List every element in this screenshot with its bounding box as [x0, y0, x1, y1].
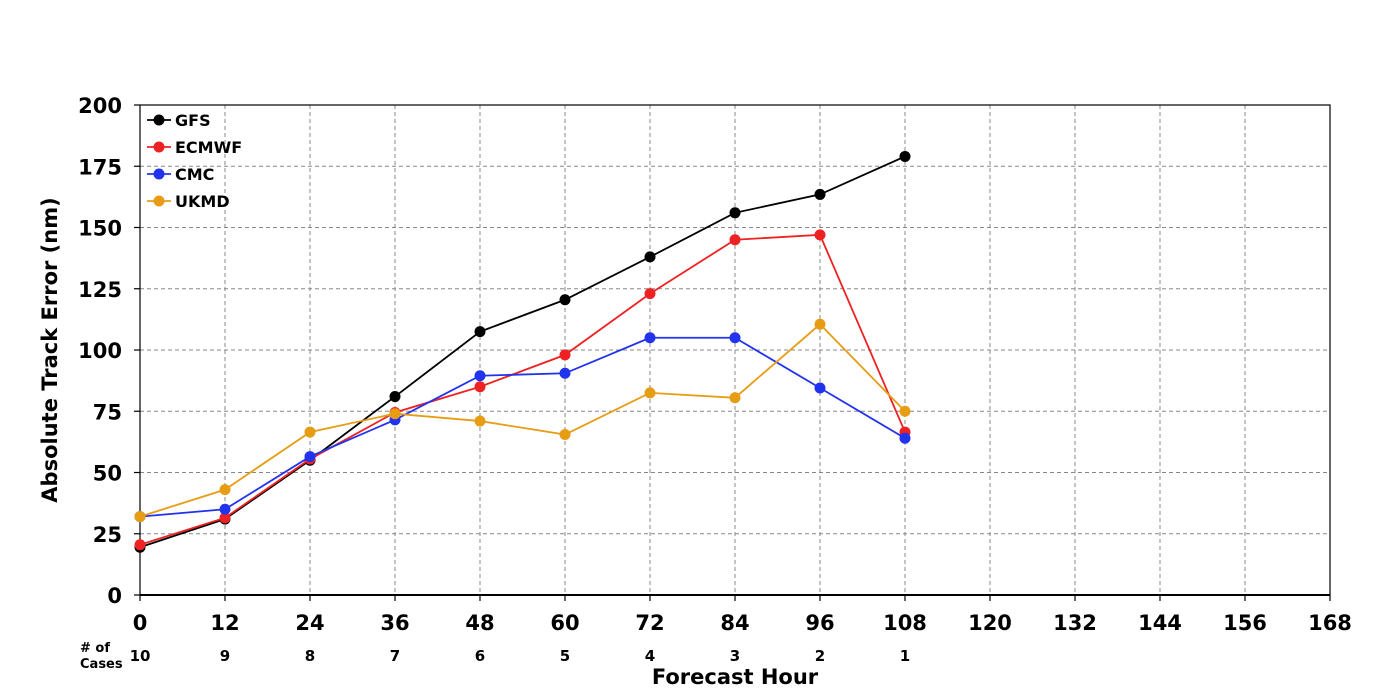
data-point-ukmd	[304, 426, 316, 438]
case-count: 3	[730, 647, 740, 665]
x-tick-label: 84	[720, 611, 749, 635]
y-tick-label: 100	[78, 339, 122, 363]
x-tick-label: 156	[1223, 611, 1267, 635]
y-tick-label: 175	[78, 155, 122, 179]
case-count: 9	[220, 647, 230, 665]
data-point-ukmd	[729, 392, 741, 404]
x-tick-label: 168	[1308, 611, 1352, 635]
x-axis-title: Forecast Hour	[652, 665, 819, 689]
x-tick-label: 72	[635, 611, 664, 635]
legend-label-gfs: GFS	[175, 111, 211, 130]
case-count: 5	[560, 647, 570, 665]
data-point-gfs	[389, 391, 401, 403]
data-point-ecmwf	[814, 229, 826, 241]
x-tick-label: 36	[380, 611, 409, 635]
series-line-ecmwf	[139, 233, 906, 546]
data-point-ukmd	[899, 405, 911, 417]
y-axis-title: Absolute Track Error (nm)	[38, 197, 62, 502]
legend-label-ecmwf: ECMWF	[175, 138, 242, 157]
y-tick-label: 125	[78, 278, 122, 302]
x-tick-label: 60	[550, 611, 579, 635]
data-point-gfs	[729, 207, 741, 219]
y-tick-label: 0	[107, 584, 122, 608]
x-tick-label: 96	[805, 611, 834, 635]
data-point-ecmwf	[134, 539, 146, 551]
data-point-cmc	[559, 367, 571, 379]
data-point-ecmwf	[644, 288, 656, 300]
x-tick-label: 108	[883, 611, 927, 635]
cases-row: # of Cases 10 9 8 7 6 5 4 3 2 1	[80, 641, 910, 672]
y-tick-label: 150	[78, 217, 122, 241]
data-point-cmc	[814, 382, 826, 394]
data-point-cmc	[304, 451, 316, 463]
legend-marker-cmc	[153, 168, 165, 180]
data-point-ukmd	[644, 387, 656, 399]
y-tick-label: 50	[93, 462, 122, 486]
data-point-ukmd	[814, 318, 826, 330]
case-count: 10	[130, 647, 151, 665]
data-point-ukmd	[474, 415, 486, 427]
case-count: 7	[390, 647, 400, 665]
x-tick-label: 48	[465, 611, 494, 635]
data-point-ukmd	[134, 511, 146, 523]
data-point-gfs	[814, 188, 826, 200]
data-point-ecmwf	[219, 512, 231, 524]
x-tick-label: 12	[210, 611, 239, 635]
legend-label-cmc: CMC	[175, 165, 214, 184]
series-line-gfs	[139, 155, 906, 549]
data-point-ukmd	[219, 484, 231, 496]
data-point-gfs	[559, 294, 571, 306]
case-count: 2	[815, 647, 825, 665]
x-tick-label: 24	[295, 611, 324, 635]
x-tick-label: 132	[1053, 611, 1097, 635]
cases-label-line-1: # of	[80, 641, 110, 656]
data-point-cmc	[729, 332, 741, 344]
legend: GFS ECMWF CMC UKMD	[147, 111, 242, 211]
data-point-cmc	[219, 503, 231, 515]
x-tick-label: 120	[968, 611, 1012, 635]
data-point-ecmwf	[559, 349, 571, 361]
x-tick-label: 0	[133, 611, 148, 635]
data-point-ukmd	[389, 408, 401, 420]
x-tick-label: 144	[1138, 611, 1182, 635]
legend-marker-ukmd	[153, 195, 165, 207]
case-count: 1	[900, 647, 910, 665]
legend-marker-ecmwf	[153, 141, 165, 153]
data-point-gfs	[474, 326, 486, 338]
grid	[140, 105, 1330, 595]
legend-marker-gfs	[153, 114, 165, 126]
case-count: 8	[305, 647, 315, 665]
series-line-ukmd	[139, 323, 906, 518]
data-point-ecmwf	[474, 381, 486, 393]
data-point-cmc	[899, 432, 911, 444]
case-count: 4	[645, 647, 655, 665]
data-point-cmc	[474, 370, 486, 382]
data-point-gfs	[899, 150, 911, 162]
data-point-ecmwf	[729, 234, 741, 246]
series-group	[134, 150, 911, 553]
legend-label-ukmd: UKMD	[175, 192, 230, 211]
y-tick-label: 75	[93, 400, 122, 424]
y-tick-label: 25	[93, 523, 122, 547]
case-count: 6	[475, 647, 485, 665]
data-point-cmc	[644, 332, 656, 344]
data-point-gfs	[644, 251, 656, 263]
y-tick-label: 200	[78, 94, 122, 118]
series-line-cmc	[139, 336, 906, 518]
cases-label-line-2: Cases	[80, 657, 123, 672]
data-point-ukmd	[559, 429, 571, 441]
axis-ticks: 0 12 24 36 48 60 72 84 96 108 120 132 144 156 168 0 25 50…	[78, 94, 1352, 635]
